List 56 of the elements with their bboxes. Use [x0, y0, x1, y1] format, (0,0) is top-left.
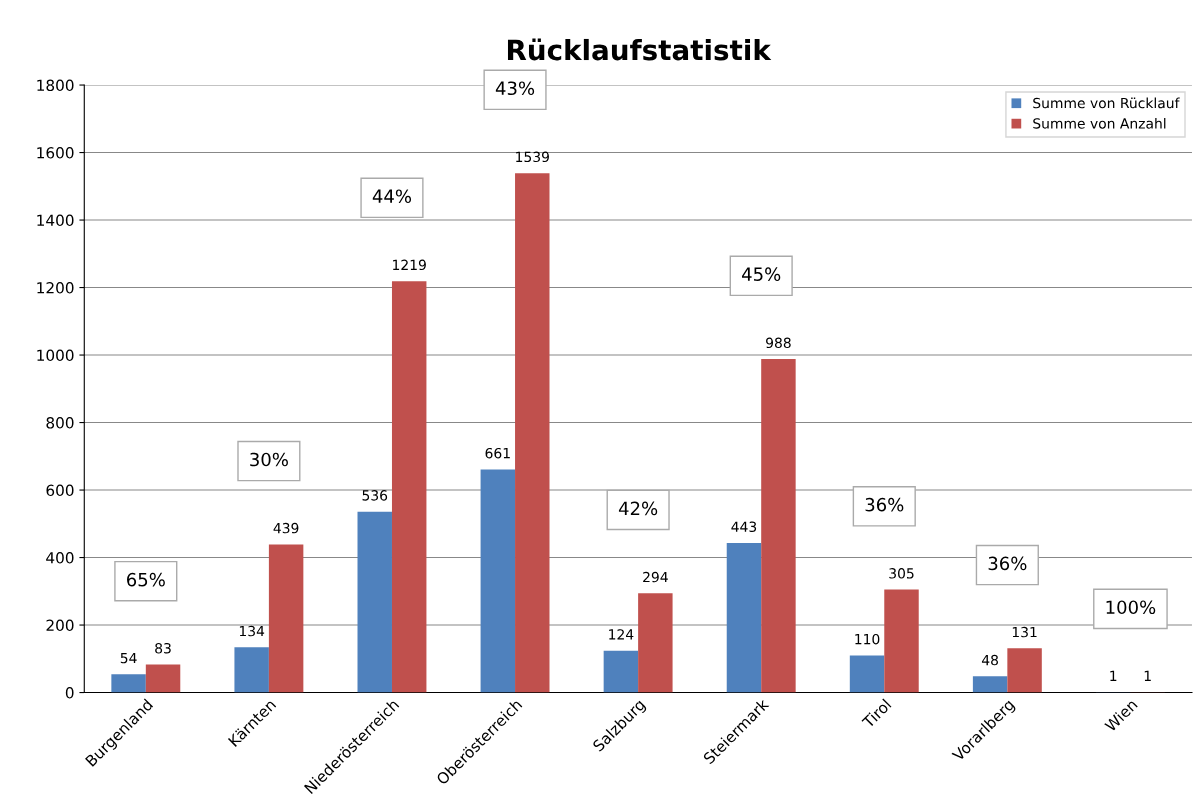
bar — [761, 359, 796, 693]
annotation: 36% — [865, 497, 904, 512]
data-label: 536 — [362, 490, 388, 501]
bar — [884, 589, 919, 693]
data-label: 443 — [731, 521, 757, 533]
bar — [1007, 648, 1042, 693]
annotation: 100% — [1106, 600, 1156, 615]
data-label: 54 — [120, 652, 137, 664]
data-label: 124 — [609, 629, 634, 640]
y-tick-label: 800 — [46, 417, 74, 429]
data-label: 83 — [155, 643, 171, 654]
annotation: 44% — [372, 189, 412, 204]
data-label: 294 — [643, 571, 668, 583]
y-tick-label: 0 — [65, 687, 74, 699]
y-tick-label: 400 — [46, 552, 74, 564]
bar — [391, 281, 427, 693]
bar — [603, 650, 639, 693]
chart-title: Rücklaufstatistik — [507, 38, 772, 61]
annotation: 45% — [742, 267, 781, 282]
bar — [972, 676, 1008, 693]
annotation: 65% — [127, 572, 165, 587]
data-label: 1 — [1144, 670, 1151, 681]
y-tick-label: 1800 — [37, 79, 74, 92]
bar — [268, 544, 304, 693]
bar — [515, 173, 550, 693]
bar — [638, 593, 673, 693]
data-label: 1219 — [393, 259, 426, 271]
annotation: 36% — [988, 556, 1027, 571]
y-tick-label: 1200 — [37, 282, 74, 294]
legend-label: Summe von Anzahl — [1033, 117, 1166, 129]
data-label: 988 — [766, 337, 791, 349]
bar — [849, 655, 885, 693]
data-label: 1539 — [516, 151, 549, 163]
data-label: 134 — [239, 625, 265, 637]
data-label: 661 — [485, 447, 510, 459]
annotation: 43% — [495, 81, 535, 96]
data-label: 1 — [1110, 670, 1117, 681]
bar — [111, 674, 146, 693]
bar — [145, 664, 181, 693]
y-tick-label: 1600 — [37, 147, 74, 159]
legend-label: Summe von Rücklauf — [1033, 97, 1180, 109]
data-label: 48 — [981, 654, 998, 666]
data-label: 131 — [1012, 626, 1037, 638]
annotation: 30% — [250, 452, 288, 467]
data-label: 439 — [273, 522, 299, 534]
data-label: 305 — [889, 568, 914, 579]
y-tick-label: 1000 — [37, 349, 74, 362]
bar — [726, 543, 762, 693]
y-tick-label: 600 — [46, 484, 74, 497]
bar — [357, 511, 392, 693]
y-tick-label: 200 — [46, 619, 74, 632]
data-label: 110 — [855, 633, 880, 645]
bar — [480, 469, 516, 693]
y-tick-label: 1400 — [37, 214, 74, 227]
annotation: 42% — [618, 501, 658, 516]
bar — [234, 647, 269, 693]
